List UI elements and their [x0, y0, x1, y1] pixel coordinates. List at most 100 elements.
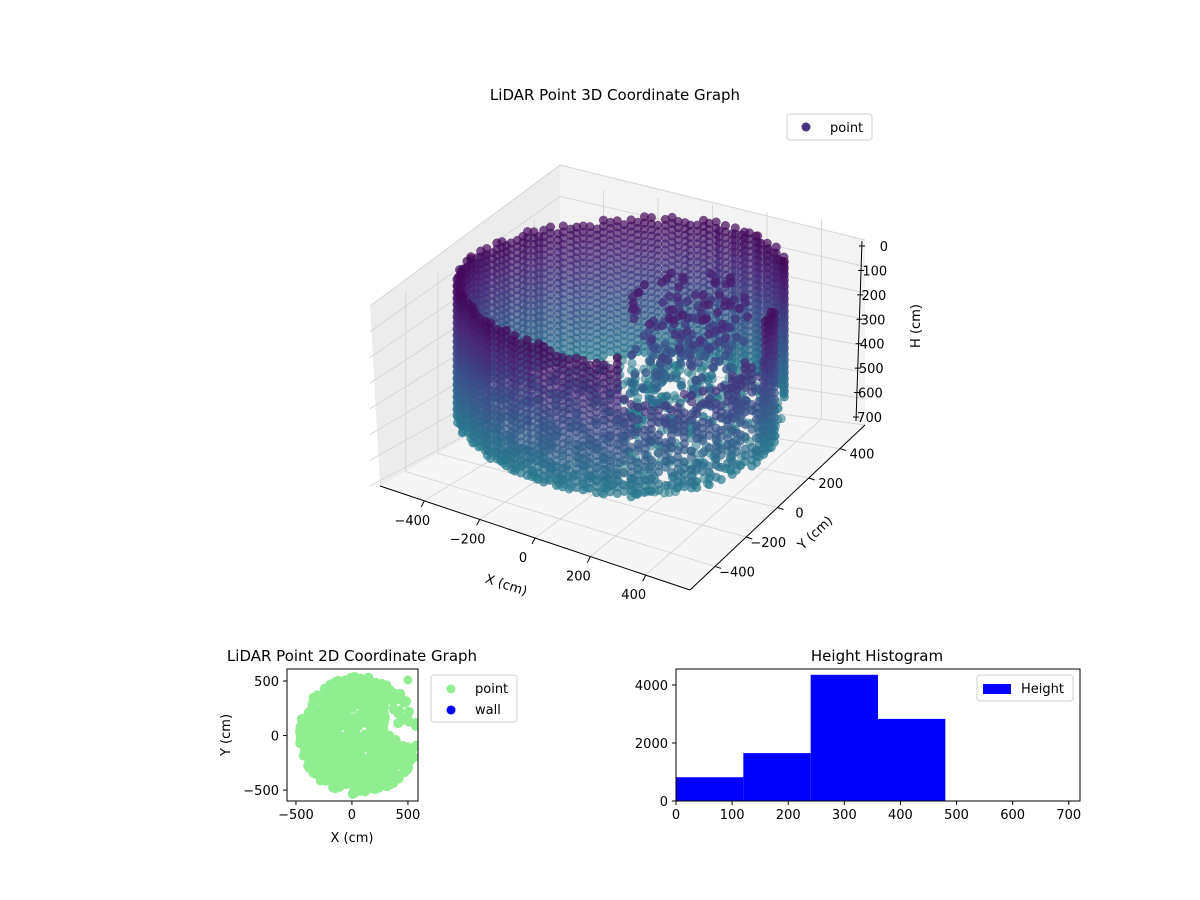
chart-3d-point [619, 468, 629, 478]
chart-3d-point [725, 301, 735, 311]
chart-2d-point [312, 693, 323, 704]
chart-3d-point [591, 358, 602, 368]
chart-3d-point [510, 330, 520, 341]
chart-3d-y-tick [777, 507, 784, 510]
chart-3d-point [662, 274, 672, 284]
chart-3d-gridline [437, 453, 747, 538]
chart-3d-point [690, 290, 700, 300]
chart-3d-point [679, 276, 689, 286]
chart-2d-y-axis-label: Y (cm) [219, 714, 234, 757]
chart-2d-point [355, 688, 366, 699]
chart-2d-point [317, 762, 328, 773]
chart-3d-point [652, 371, 662, 381]
chart-3d-x-tick [420, 500, 425, 508]
chart-2d-point [375, 753, 386, 764]
chart-3d-point [657, 352, 667, 363]
chart-3d-point [740, 358, 750, 368]
chart-3d-point [640, 474, 650, 484]
chart-3d-y-tick-label: −200 [750, 536, 786, 551]
chart-3d-point [660, 214, 670, 224]
chart-2d-point [339, 700, 350, 711]
chart-3d-point [713, 307, 723, 318]
chart-3d-point [486, 318, 496, 328]
chart-3d-point [672, 292, 682, 302]
chart-2d-point [315, 709, 326, 720]
chart-2d-x-tick-label: −500 [278, 808, 314, 823]
chart-2d-point [343, 751, 353, 762]
chart-3d-point [668, 304, 678, 315]
chart-3d-point [720, 221, 730, 231]
chart-3d-point [654, 430, 664, 440]
chart-3d-point [639, 331, 649, 341]
chart-2d-point [337, 736, 348, 747]
histogram-legend: Height [976, 674, 1074, 702]
chart-2d-legend: point wall [430, 674, 518, 723]
chart-3d-point [539, 225, 549, 235]
chart-3d-y-tick-label: 400 [850, 448, 875, 463]
chart-3d-point [698, 386, 708, 396]
chart-3d-point [501, 325, 511, 335]
chart-3d-y-tick [746, 536, 753, 540]
chart-3d-point [714, 290, 725, 300]
histogram-legend-label: Height [1021, 682, 1064, 697]
chart-3d-point [670, 329, 680, 339]
chart-3d-point [453, 282, 463, 292]
chart-2d-point [311, 726, 322, 737]
chart-3d-point [682, 326, 692, 336]
chart-3d-point [558, 221, 568, 231]
chart-3d-point [760, 316, 770, 326]
chart-3d-y-tick-label: −400 [719, 565, 755, 580]
chart-histogram: Height Histogram 0 100 200 300 400 500 600 7000… [635, 647, 1081, 823]
chart-2d-point [388, 703, 399, 714]
chart-3d-point [779, 256, 789, 266]
chart-3d-point [626, 399, 636, 409]
chart-3d-point [723, 345, 733, 355]
chart-2d-point [303, 750, 314, 761]
chart-3d-gridline [405, 471, 716, 567]
chart-3d-point [628, 303, 638, 313]
chart-3d-point [641, 368, 651, 378]
chart-2d-point [378, 702, 389, 713]
chart-3d-point [654, 479, 664, 489]
chart-3d-point [713, 336, 723, 346]
chart-3d-point [644, 319, 655, 329]
chart-3d-point [734, 303, 744, 314]
chart-3d-point [665, 373, 675, 383]
chart-3d-z-tick-label: 400 [860, 338, 885, 353]
chart-3d-point [647, 334, 657, 344]
chart-3d-point [730, 314, 740, 324]
chart-3d-point [629, 314, 639, 324]
chart-2d-point [350, 673, 360, 684]
chart-3d-legend: point [786, 113, 873, 141]
chart-3d-point [710, 278, 720, 288]
chart-3d-x-tick-label: −400 [394, 514, 430, 529]
chart-2d-x-axis-label: X (cm) [331, 831, 374, 846]
chart-2d-y-tick-label: −500 [243, 784, 279, 799]
chart-3d-y-tick-label: 200 [818, 477, 843, 492]
chart-3d-z-tick-label: 600 [858, 387, 883, 402]
chart-3d-x-tick [531, 537, 536, 545]
chart-2d-point [378, 723, 389, 734]
chart-3d-point [640, 400, 650, 411]
chart-3d-point [654, 461, 664, 471]
chart-3d-point [605, 364, 615, 374]
chart-3d-point [771, 242, 781, 252]
histogram-x-tick-label: 300 [832, 808, 857, 823]
chart-3d-point [740, 292, 750, 302]
chart-3d-legend-marker [801, 122, 811, 132]
chart-2d-point [331, 693, 342, 704]
chart-3d-points [452, 212, 789, 502]
chart-3d-point [721, 333, 731, 343]
chart-3d-y-tick [839, 448, 847, 452]
chart-3d-point [687, 361, 697, 371]
chart-2d-point [330, 766, 341, 777]
chart-3d-x-tick-label: 0 [519, 551, 527, 566]
chart-2d-point [322, 774, 333, 785]
chart-2d-legend-label-wall: wall [475, 703, 501, 718]
chart-3d-title: LiDAR Point 3D Coordinate Graph [490, 86, 740, 104]
chart-2d-point [360, 764, 371, 775]
chart-3d-z-axis-line [855, 240, 863, 422]
chart-3d-point [628, 378, 638, 388]
histogram-x-tick-label: 600 [1000, 808, 1025, 823]
histogram-x-tick-label: 0 [672, 808, 680, 823]
